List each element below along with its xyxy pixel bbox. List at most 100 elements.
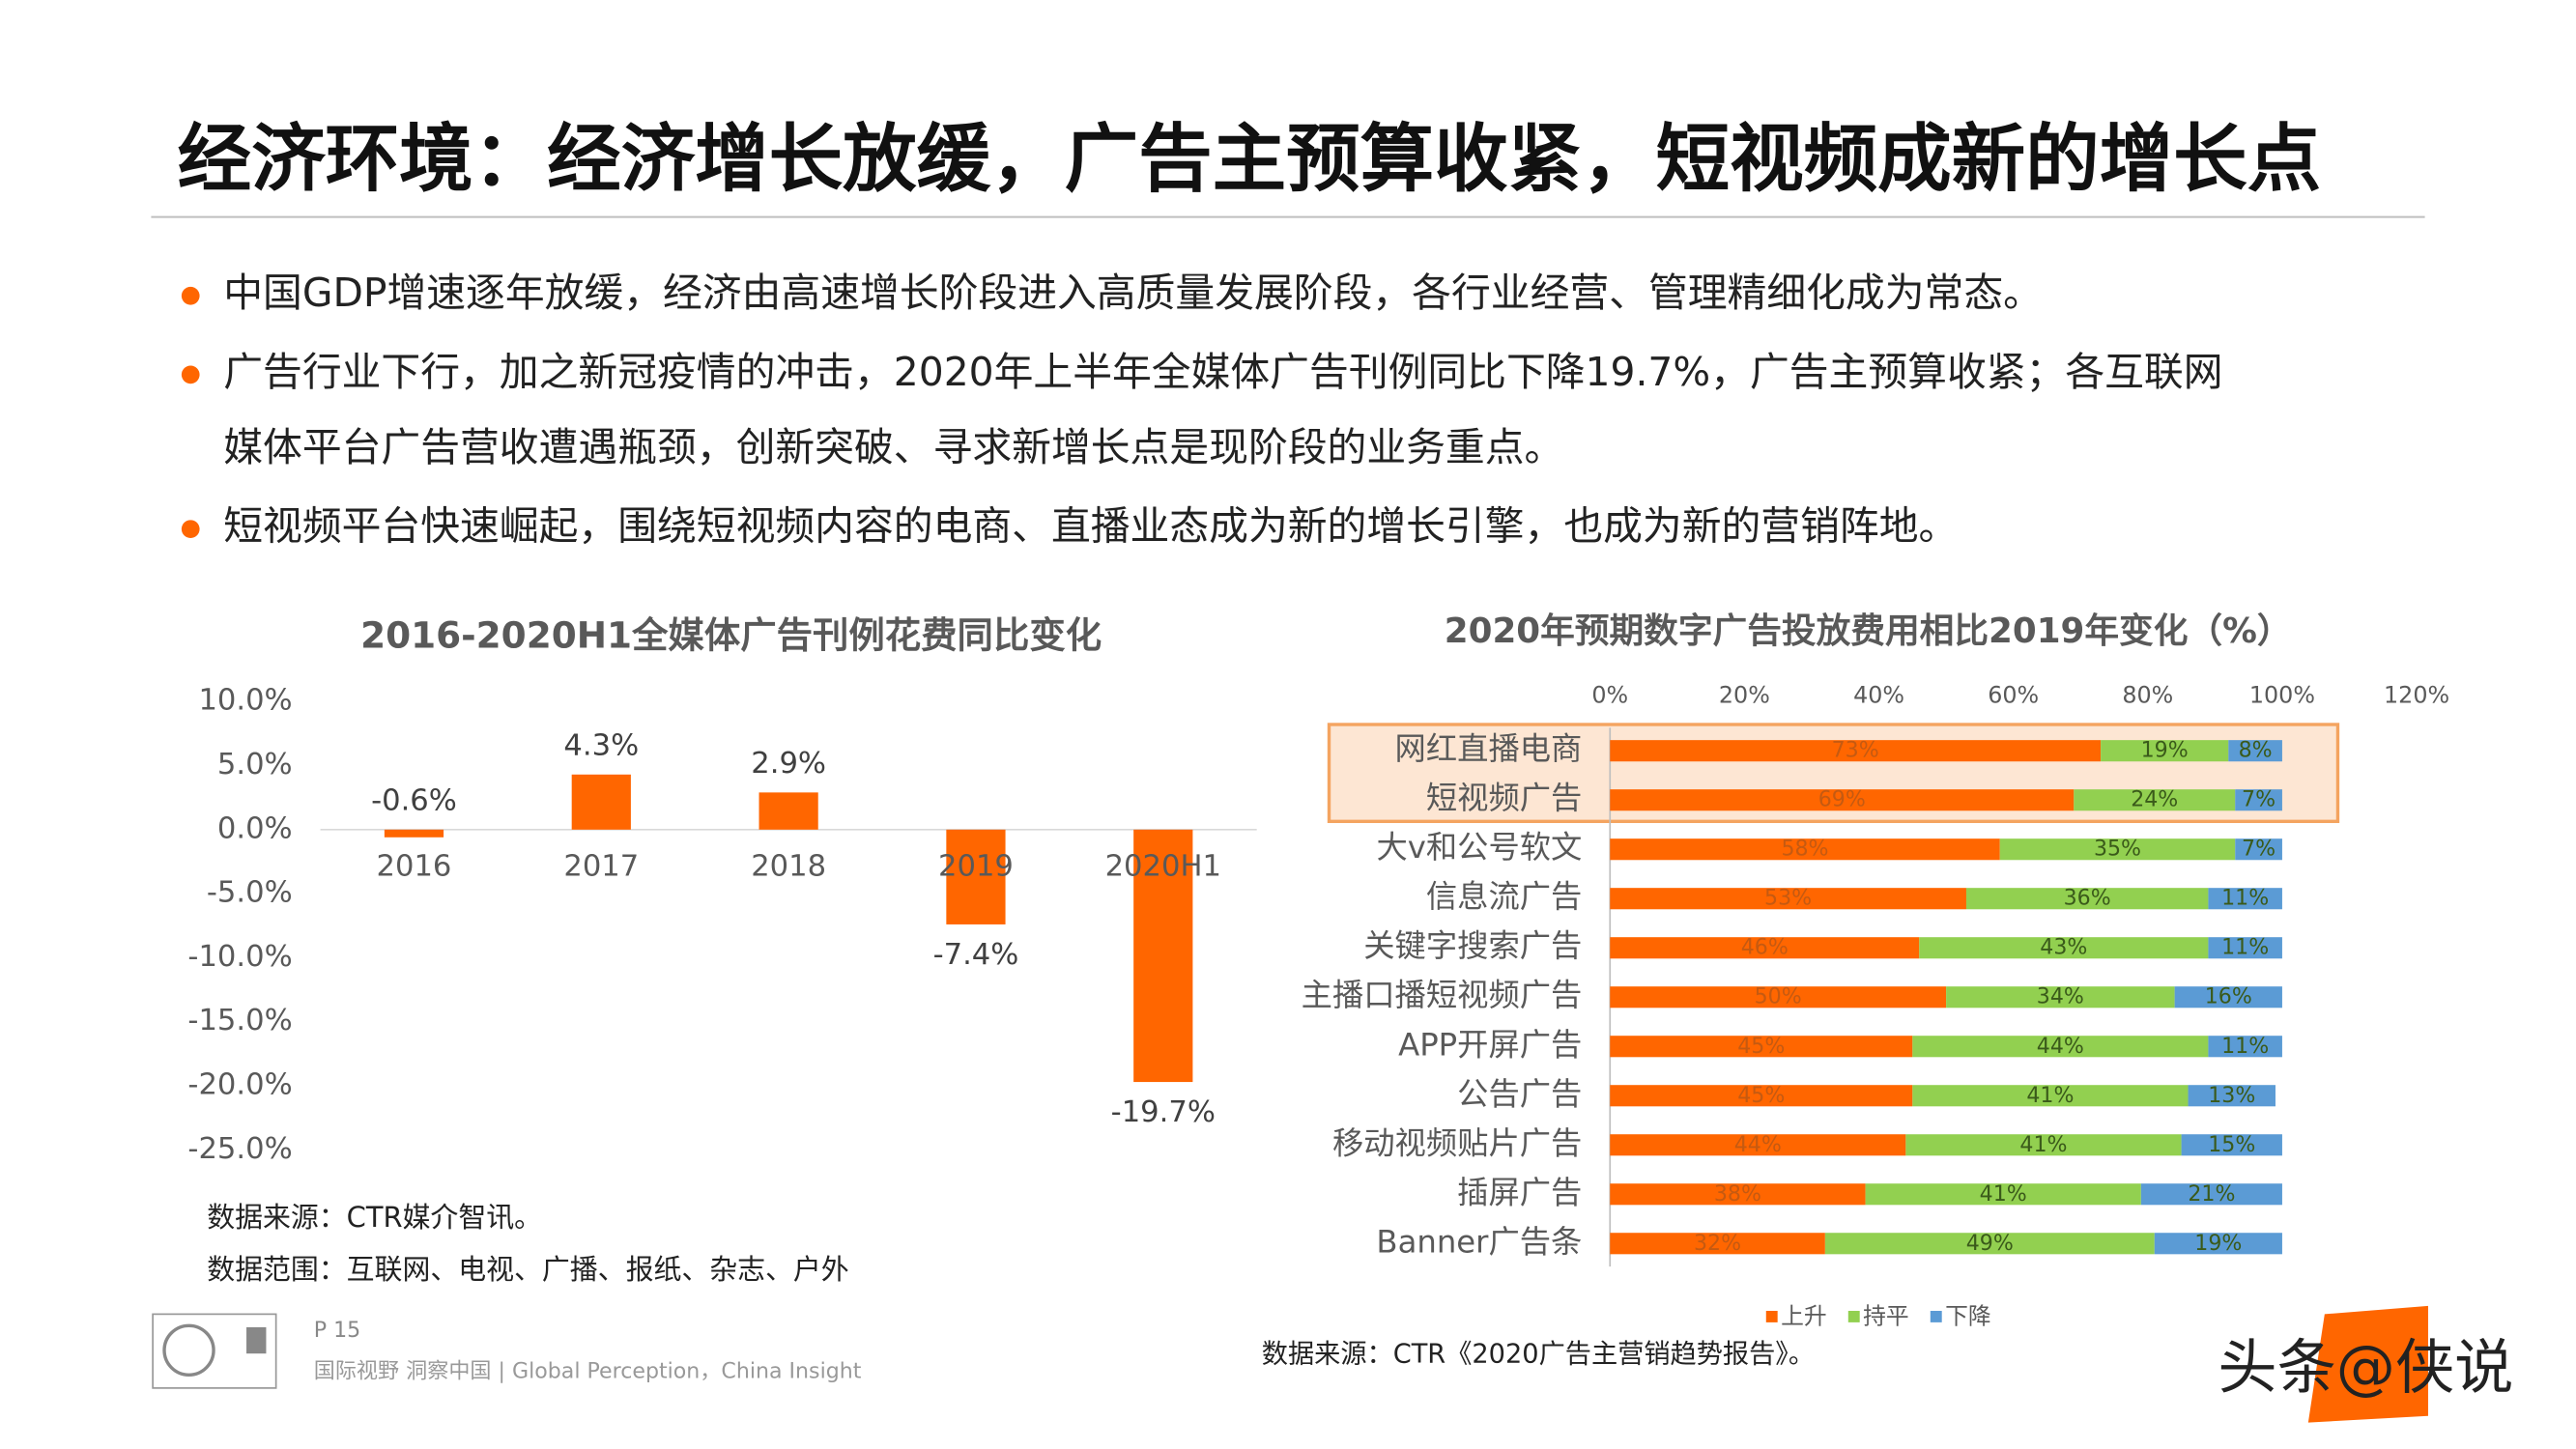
x-tick-label: 2020H1 bbox=[1105, 849, 1221, 883]
bar-segment bbox=[2208, 888, 2282, 910]
cert-logo-mark bbox=[246, 1326, 267, 1354]
watermark-logo bbox=[2307, 1305, 2428, 1423]
bar-segment bbox=[2181, 1134, 2282, 1156]
legend-swatch bbox=[1847, 1310, 1860, 1322]
value-label: 8% bbox=[2239, 738, 2273, 763]
bar-segment bbox=[1610, 986, 1947, 1009]
value-label: 32% bbox=[1694, 1231, 1741, 1256]
bar-segment bbox=[1610, 1036, 1913, 1058]
value-label: 35% bbox=[2094, 837, 2141, 862]
x-tick-label: 0% bbox=[1591, 682, 1628, 709]
bar-segment bbox=[2235, 838, 2282, 861]
value-label: 34% bbox=[2037, 984, 2084, 1009]
category-label: 主播口播短视频广告 bbox=[1302, 977, 1583, 1013]
value-label: 45% bbox=[1737, 1034, 1785, 1059]
value-label: 11% bbox=[2221, 935, 2269, 960]
bullet-text: 媒体平台广告营收遭遇瓶颈，创新突破、寻求新增长点是现阶段的业务重点。 bbox=[223, 424, 1563, 470]
bar bbox=[384, 829, 444, 838]
value-label: 44% bbox=[1734, 1132, 1782, 1157]
legend-label: 下降 bbox=[1945, 1302, 1991, 1329]
bar bbox=[758, 792, 818, 830]
value-label: 13% bbox=[2208, 1083, 2255, 1108]
value-label: -19.7% bbox=[1111, 1095, 1216, 1129]
bar-segment bbox=[1919, 937, 2209, 959]
value-label: 38% bbox=[1714, 1181, 1761, 1207]
value-label: 41% bbox=[2026, 1083, 2074, 1108]
x-tick-label: 40% bbox=[1853, 682, 1904, 709]
legend-swatch bbox=[1930, 1310, 1942, 1322]
y-tick-label: 10.0% bbox=[198, 684, 292, 718]
value-label: 19% bbox=[2194, 1231, 2242, 1256]
chart-note: 数据来源：CTR媒介智讯。 bbox=[207, 1201, 542, 1234]
bar-segment bbox=[1999, 838, 2236, 861]
bar-segment bbox=[1912, 1036, 2209, 1058]
value-label: -7.4% bbox=[933, 938, 1019, 972]
chart-source: 数据来源：CTR《2020广告主营销趋势报告》。 bbox=[1262, 1339, 1815, 1369]
x-tick-label: 120% bbox=[2384, 682, 2449, 709]
category-label: 网红直播电商 bbox=[1395, 730, 1583, 767]
bullet-text: 短视频平台快速崛起，围绕短视频内容的电商、直播业态成为新的增长引擎，也成为新的营… bbox=[223, 503, 1958, 550]
bar-segment bbox=[1610, 937, 1920, 959]
x-tick-label: 2017 bbox=[563, 849, 639, 883]
x-tick-label: 80% bbox=[2122, 682, 2173, 709]
value-label: 43% bbox=[2040, 935, 2087, 960]
category-label: 公告广告 bbox=[1457, 1075, 1582, 1112]
y-tick-label: 5.0% bbox=[217, 748, 293, 781]
value-label: 16% bbox=[2205, 984, 2252, 1009]
value-label: 21% bbox=[2188, 1181, 2235, 1207]
legend-label: 持平 bbox=[1863, 1302, 1909, 1329]
x-tick-label: 2019 bbox=[938, 849, 1014, 883]
value-label: 41% bbox=[1980, 1181, 2027, 1207]
y-tick-label: -20.0% bbox=[187, 1068, 292, 1102]
bullet-dot bbox=[181, 520, 200, 539]
bar-segment bbox=[2101, 740, 2229, 762]
bullet-dot bbox=[181, 365, 200, 384]
value-label: 2.9% bbox=[751, 747, 826, 781]
value-label: 45% bbox=[1737, 1083, 1785, 1108]
bar-segment bbox=[1610, 1183, 1866, 1206]
x-tick-label: 60% bbox=[1988, 682, 2039, 709]
value-label: 19% bbox=[2141, 738, 2189, 763]
cert-logo-mark bbox=[162, 1323, 215, 1378]
bullet-dot bbox=[181, 286, 200, 305]
bar-segment bbox=[2188, 1085, 2275, 1107]
bar-segment bbox=[2140, 1183, 2282, 1206]
category-label: 大v和公号软文 bbox=[1376, 829, 1582, 866]
chart-title: 2016-2020H1全媒体广告刊例花费同比变化 bbox=[360, 613, 1102, 656]
value-label: 73% bbox=[1832, 738, 1879, 763]
y-tick-label: -5.0% bbox=[207, 876, 293, 910]
bar bbox=[946, 829, 1006, 924]
x-tick-label: 20% bbox=[1719, 682, 1770, 709]
value-label: 49% bbox=[1966, 1231, 2014, 1256]
value-label: 58% bbox=[1781, 837, 1828, 862]
watermark: 头条@侠说 bbox=[2218, 1333, 2513, 1402]
category-label: 信息流广告 bbox=[1426, 878, 1583, 915]
bar-segment bbox=[1824, 1233, 2155, 1255]
value-label: 7% bbox=[2242, 787, 2275, 812]
x-tick-label: 100% bbox=[2249, 682, 2315, 709]
category-label: 短视频广告 bbox=[1426, 780, 1583, 816]
value-label: 46% bbox=[1741, 935, 1789, 960]
bar-segment bbox=[2074, 789, 2236, 811]
bar-segment bbox=[2208, 937, 2282, 959]
bar-segment bbox=[1610, 888, 1966, 910]
bar bbox=[1133, 829, 1193, 1083]
footer-slogan: 国际视野 洞察中国 | Global Perception，China Insi… bbox=[314, 1358, 862, 1383]
value-label: 41% bbox=[2019, 1132, 2067, 1157]
bar-segment bbox=[1610, 1085, 1913, 1107]
page-number: P 15 bbox=[314, 1318, 360, 1343]
bar-segment bbox=[2228, 740, 2282, 762]
bar-segment bbox=[2208, 1036, 2282, 1058]
value-label: 4.3% bbox=[563, 728, 639, 762]
value-label: 44% bbox=[2037, 1034, 2084, 1059]
bar-segment bbox=[1610, 1233, 1825, 1255]
value-label: 11% bbox=[2221, 886, 2269, 911]
bullet-text: 广告行业下行，加之新冠疫情的冲击，2020年上半年全媒体广告刊例同比下降19.7… bbox=[223, 349, 2222, 395]
value-label: 50% bbox=[1755, 984, 1802, 1009]
legend-swatch bbox=[1765, 1310, 1778, 1322]
slide-title: 经济环境：经济增长放缓，广告主预算收紧，短视频成新的增长点 bbox=[178, 117, 2322, 203]
x-tick-label: 2016 bbox=[377, 849, 452, 883]
bar-segment bbox=[2154, 1233, 2282, 1255]
bar-segment bbox=[2174, 986, 2282, 1009]
